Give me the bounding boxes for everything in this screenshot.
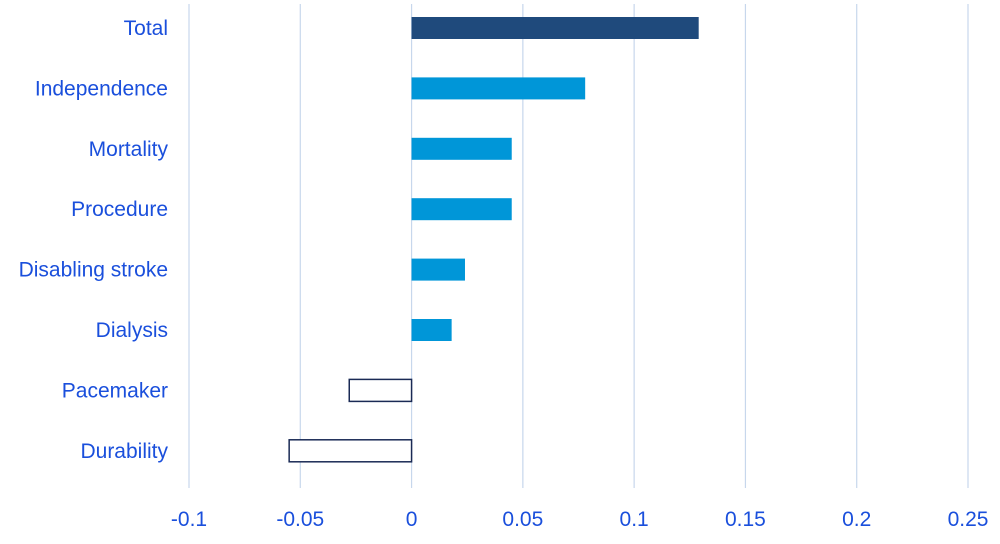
category-label-procedure: Procedure <box>71 198 168 221</box>
bar-durability <box>288 439 413 463</box>
x-tick-label-1: -0.05 <box>276 508 324 531</box>
bar-pacemaker <box>348 378 413 403</box>
x-tick-label-6: 0.2 <box>842 508 871 531</box>
x-tick-label-2: 0 <box>406 508 418 531</box>
bar-mortality <box>411 137 512 160</box>
category-label-dialysis: Dialysis <box>96 319 168 342</box>
category-label-independence: Independence <box>35 77 168 100</box>
x-tick-label-0: -0.1 <box>171 508 207 531</box>
bar-dialysis <box>411 319 452 341</box>
x-tick-label-3: 0.05 <box>502 508 543 531</box>
bar-procedure <box>411 198 512 221</box>
category-label-mortality: Mortality <box>89 138 169 161</box>
x-tick-label-4: 0.1 <box>620 508 649 531</box>
x-axis-tick-labels: -0.1 -0.05 0 0.05 0.1 0.15 0.2 0.25 <box>171 508 989 531</box>
category-labels: Total Independence Mortality Procedure Disab… <box>19 17 169 463</box>
bar-disabling-stroke <box>411 258 465 281</box>
category-label-disabling-stroke: Disabling stroke <box>19 259 168 282</box>
category-label-pacemaker: Pacemaker <box>62 379 168 402</box>
x-tick-label-7: 0.25 <box>948 508 989 531</box>
grid-lines <box>188 4 969 488</box>
bars <box>288 17 699 463</box>
category-label-total: Total <box>124 17 168 40</box>
bar-total <box>411 17 699 39</box>
x-tick-label-5: 0.15 <box>725 508 766 531</box>
category-label-durability: Durability <box>80 440 168 463</box>
bar-independence <box>411 77 586 100</box>
